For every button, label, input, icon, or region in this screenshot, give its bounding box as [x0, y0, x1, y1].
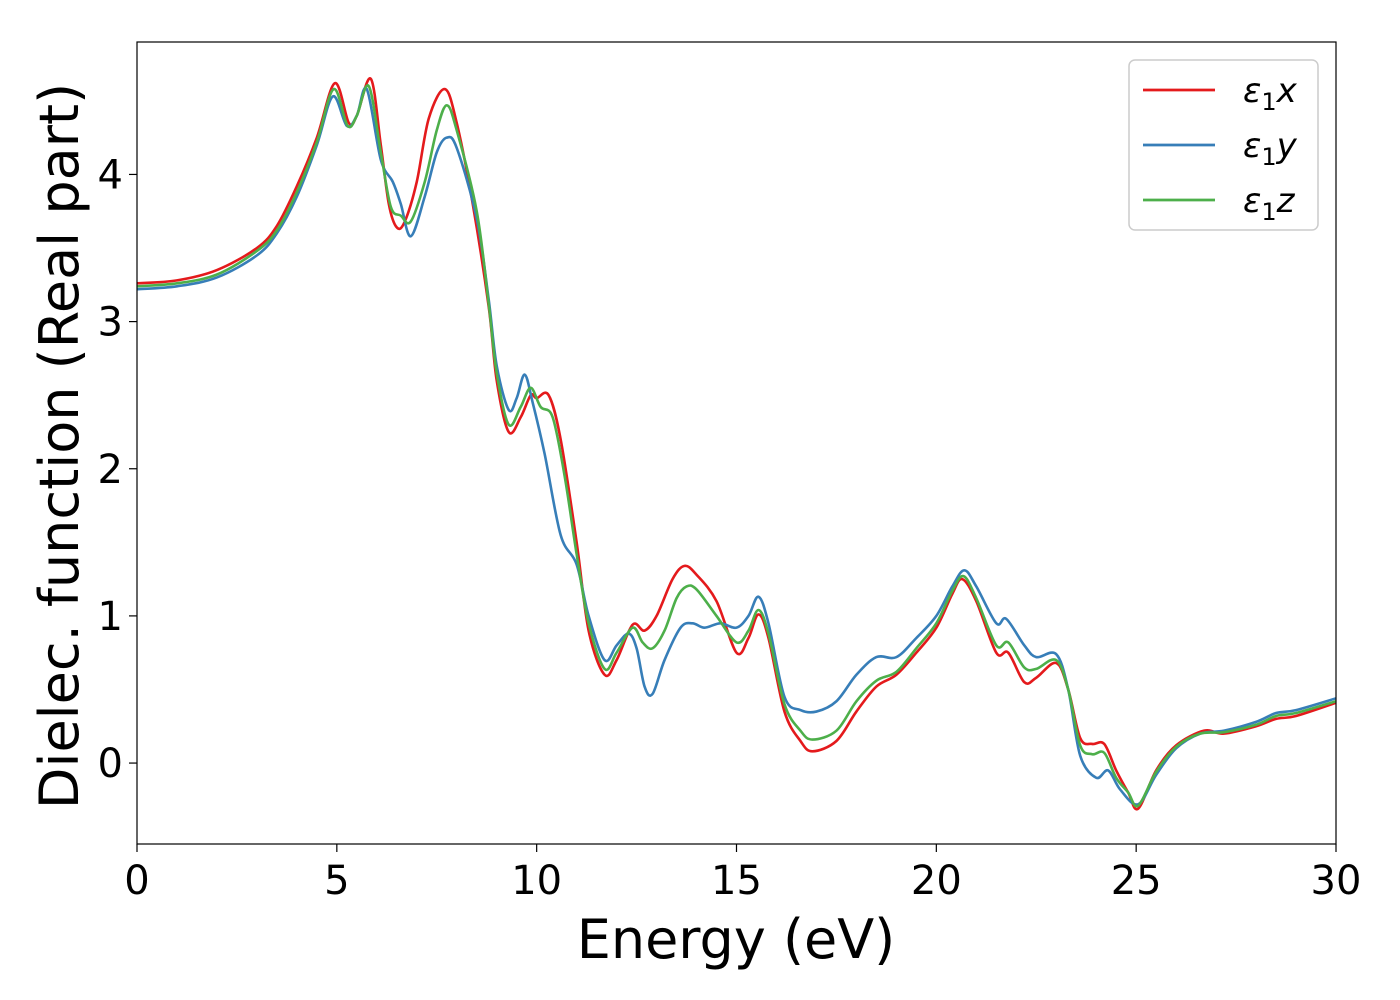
legend-label-x: ε1x: [1243, 71, 1298, 116]
legend-box: [1128, 59, 1319, 231]
y-tick-label: 0: [98, 741, 123, 787]
series-line-x: [137, 77, 1336, 811]
x-tick-label: 0: [124, 858, 149, 904]
legend: ε1x ε1y ε1z: [1128, 59, 1319, 231]
x-axis-label: Energy (eV): [577, 908, 896, 971]
x-tick-label: 5: [324, 858, 349, 904]
y-tick-label: 3: [98, 300, 123, 346]
series-layer: [137, 77, 1336, 811]
x-tick-label: 30: [1311, 858, 1362, 904]
y-axis: 0 1 2 3 4: [98, 152, 137, 787]
series-line-z: [137, 84, 1336, 808]
legend-label-y: ε1y: [1243, 126, 1298, 171]
legend-label-z: ε1z: [1243, 181, 1296, 226]
x-tick-label: 10: [511, 858, 562, 904]
x-tick-label: 20: [911, 858, 962, 904]
x-axis: 0 5 10 15 20 25 30: [124, 844, 1361, 904]
y-tick-label: 4: [98, 152, 123, 198]
y-axis-label: Dielec. function (Real part): [28, 83, 91, 809]
x-tick-label: 25: [1111, 858, 1162, 904]
x-tick-label: 15: [711, 858, 762, 904]
y-tick-label: 1: [98, 594, 123, 640]
y-tick-label: 2: [98, 447, 123, 493]
